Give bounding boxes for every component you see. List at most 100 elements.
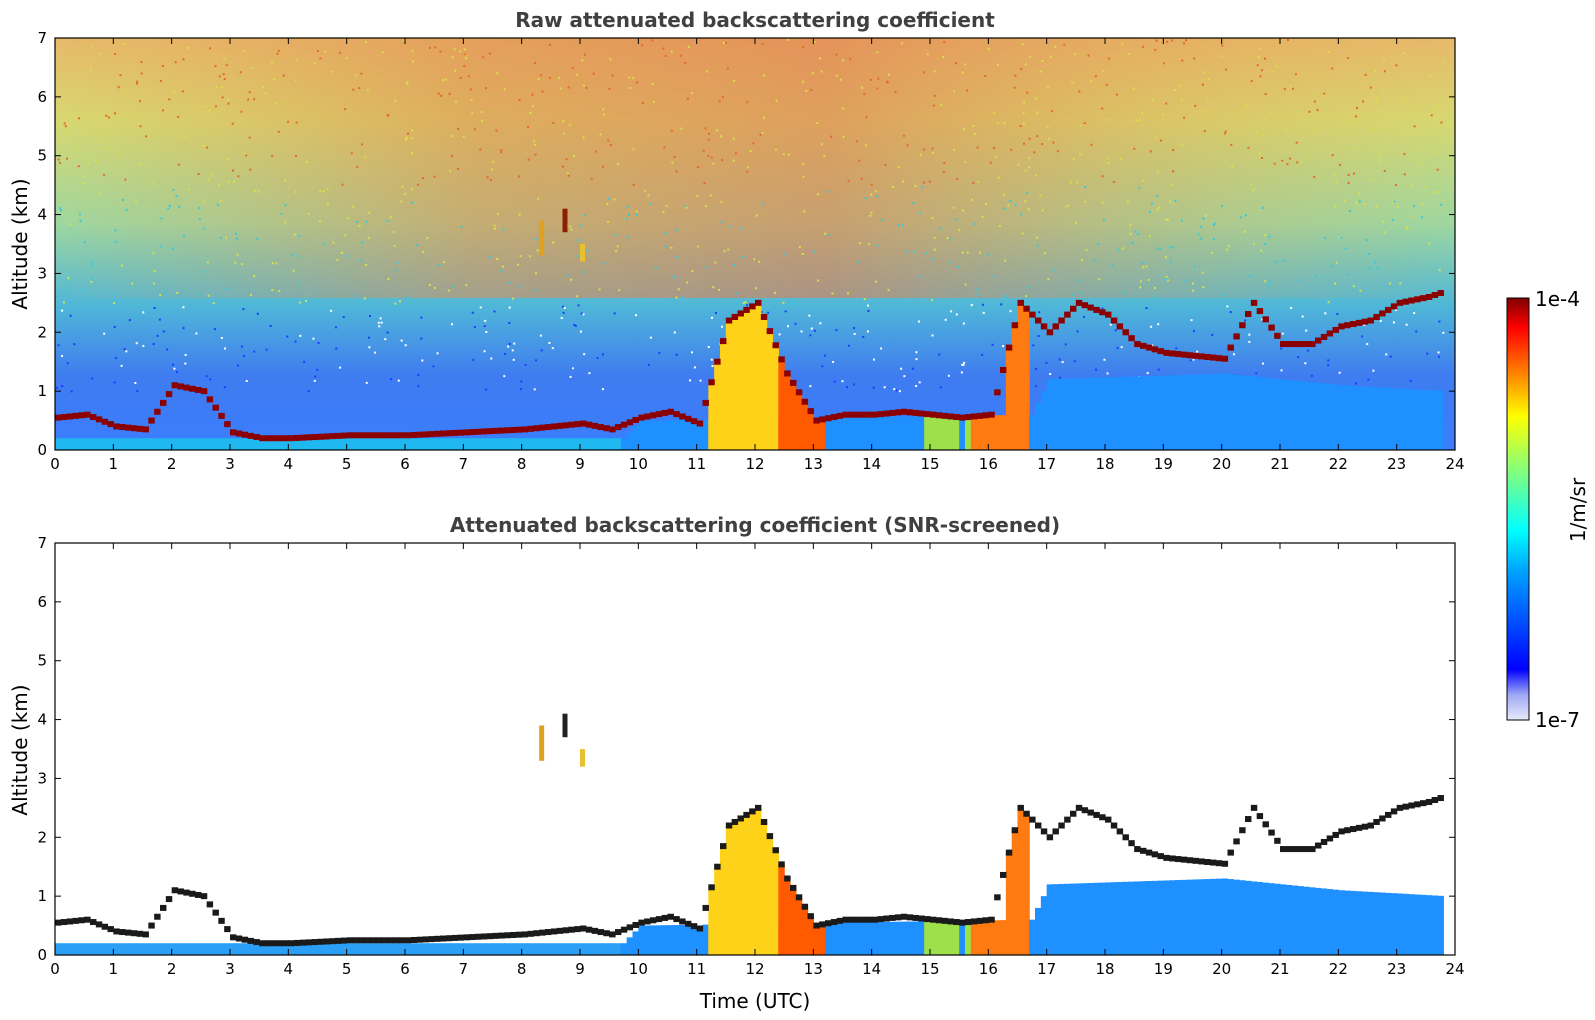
aerosol-column xyxy=(1210,373,1217,450)
aerosol-column xyxy=(1338,890,1345,955)
noise-speck xyxy=(527,126,530,129)
noise-speck xyxy=(444,78,447,81)
noise-speck xyxy=(1056,150,1059,153)
noise-speck xyxy=(125,208,128,211)
x-tick-label: 13 xyxy=(804,455,823,473)
cloud-layer-point xyxy=(125,424,132,431)
noise-speck xyxy=(78,117,81,120)
aerosol-column xyxy=(1000,415,1007,450)
noise-speck xyxy=(1229,311,1232,314)
cloud-layer-point xyxy=(603,930,610,937)
noise-speck xyxy=(1402,52,1405,55)
noise-speck xyxy=(120,364,123,367)
noise-speck xyxy=(73,343,76,346)
noise-speck xyxy=(915,358,918,361)
screened-plot-area xyxy=(55,543,1455,955)
noise-speck xyxy=(284,179,287,182)
noise-speck xyxy=(1019,125,1022,128)
y-tick-label: 6 xyxy=(37,593,47,611)
noise-speck xyxy=(628,213,631,216)
noise-speck xyxy=(601,353,604,356)
noise-speck xyxy=(741,256,744,259)
noise-speck xyxy=(313,61,316,64)
noise-speck xyxy=(629,86,632,89)
cloud-layer-point xyxy=(836,917,844,924)
aerosol-column xyxy=(685,924,692,955)
noise-speck xyxy=(1281,159,1284,162)
noise-speck xyxy=(1159,247,1162,250)
noise-speck xyxy=(566,172,569,175)
x-tick-label: 10 xyxy=(629,960,648,978)
noise-speck xyxy=(284,204,287,207)
noise-speck xyxy=(1084,200,1087,203)
noise-speck xyxy=(571,367,574,370)
aerosol-column xyxy=(253,943,260,955)
noise-speck xyxy=(1352,172,1355,175)
noise-speck xyxy=(839,78,842,81)
noise-speck xyxy=(933,94,936,97)
noise-speck xyxy=(153,307,156,310)
noise-speck xyxy=(448,92,451,95)
cloud-layer-point xyxy=(1414,801,1421,808)
cloud-layer-point xyxy=(661,914,669,921)
noise-speck xyxy=(420,337,423,340)
noise-speck xyxy=(905,250,908,253)
noise-speck xyxy=(1074,53,1077,56)
noise-speck xyxy=(253,98,256,101)
noise-speck xyxy=(613,198,616,201)
cloud-layer-point xyxy=(113,423,120,430)
raw-noise xyxy=(55,38,1445,393)
noise-speck xyxy=(616,245,619,248)
noise-speck xyxy=(1174,199,1177,202)
noise-speck xyxy=(177,163,180,166)
noise-speck xyxy=(1028,166,1031,169)
x-tick-label: 19 xyxy=(1154,960,1173,978)
aerosol-column xyxy=(259,438,266,450)
aerosol-column xyxy=(1163,880,1170,955)
cloud-layer-point xyxy=(165,896,173,903)
aerosol-column xyxy=(364,943,371,955)
cloud-layer-point xyxy=(953,919,960,926)
aerosol-column xyxy=(305,943,313,955)
noise-speck xyxy=(775,99,778,102)
cloud-layer-point xyxy=(685,920,692,927)
aerosol-column xyxy=(615,943,622,955)
cloud-layer-point xyxy=(416,936,424,943)
noise-speck xyxy=(1120,346,1123,349)
aerosol-column xyxy=(171,438,179,450)
cloud-layer-point xyxy=(1035,822,1042,829)
noise-speck xyxy=(70,390,73,393)
noise-speck xyxy=(1421,203,1424,206)
noise-speck xyxy=(271,155,274,158)
cloud-column xyxy=(760,316,768,450)
noise-speck xyxy=(994,155,997,158)
noise-speck xyxy=(842,59,845,62)
noise-speck xyxy=(495,129,498,132)
cloud-layer-point xyxy=(819,416,826,423)
noise-speck xyxy=(613,312,616,315)
noise-speck xyxy=(57,158,60,161)
noise-speck xyxy=(833,380,836,383)
cloud-column xyxy=(790,382,797,450)
noise-speck xyxy=(1283,88,1286,91)
cloud-layer-point xyxy=(580,925,587,932)
noise-speck xyxy=(950,310,953,313)
noise-speck xyxy=(1257,55,1260,58)
noise-speck xyxy=(183,234,186,237)
cloud-layer-point xyxy=(591,927,599,934)
noise-speck xyxy=(714,312,717,315)
aerosol-column xyxy=(329,438,336,450)
cloud-layer-point xyxy=(1361,318,1369,325)
noise-speck xyxy=(224,236,227,239)
noise-speck xyxy=(590,177,593,180)
noise-speck xyxy=(508,306,511,309)
noise-speck xyxy=(747,166,750,169)
aerosol-column xyxy=(410,943,418,955)
noise-speck xyxy=(253,350,256,353)
noise-speck xyxy=(931,147,934,150)
noise-speck xyxy=(294,79,297,82)
cloud-layer-point xyxy=(1280,341,1287,348)
noise-speck xyxy=(529,112,532,115)
noise-speck xyxy=(1331,67,1334,70)
noise-speck xyxy=(1267,284,1270,287)
